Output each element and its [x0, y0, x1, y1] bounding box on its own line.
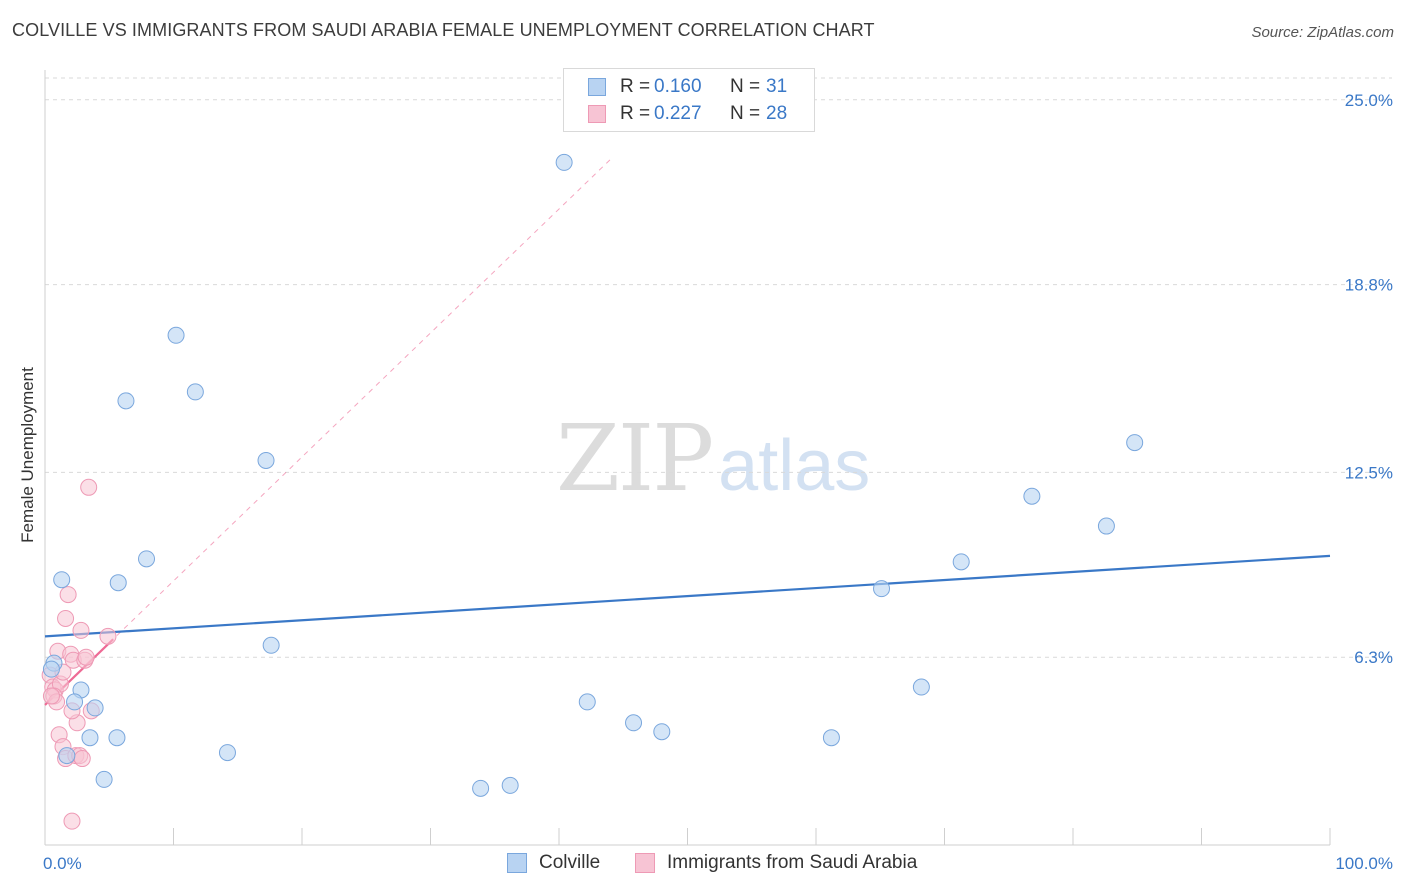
n-value: 28	[766, 103, 788, 124]
colville-point	[653, 723, 671, 741]
legend-label-colville: Colville	[539, 852, 601, 873]
colville-point	[912, 678, 930, 696]
r-label: R =	[620, 76, 651, 97]
colville-point	[578, 693, 596, 711]
saudi-swatch	[588, 105, 606, 123]
saudi-point	[77, 648, 95, 666]
x-tick-label: 0.0%	[43, 854, 82, 873]
colville-point	[1126, 434, 1144, 452]
colville-point	[257, 451, 275, 469]
source-label: Source: ZipAtlas.com	[1251, 24, 1394, 41]
n-label: N =	[730, 103, 761, 124]
colville-point	[952, 553, 970, 571]
colville-point	[501, 776, 519, 794]
y-tick-label: 25.0%	[1345, 91, 1393, 110]
colville-point	[108, 729, 126, 747]
colville-point	[1023, 487, 1041, 505]
r-label: R =	[620, 103, 651, 124]
colville-point	[95, 770, 113, 788]
colville-point	[58, 747, 76, 765]
colville-point	[138, 550, 156, 568]
y-tick-label: 18.8%	[1345, 276, 1393, 295]
colville-point	[262, 636, 280, 654]
saudi-point	[57, 609, 75, 627]
colville-point	[109, 574, 127, 592]
r-value: 0.160	[654, 76, 702, 97]
colville-point	[555, 153, 573, 171]
n-label: N =	[730, 76, 761, 97]
correlation-legend: R = 0.160 N = 31 R = 0.227 N = 28	[563, 68, 815, 132]
saudi-trend-extended	[44, 159, 611, 706]
colville-point	[625, 714, 643, 732]
colville-point	[117, 392, 135, 410]
saudi-point	[80, 478, 98, 496]
colville-point	[81, 729, 99, 747]
colville-point	[66, 693, 84, 711]
n-value: 31	[766, 76, 788, 97]
colville-point	[186, 383, 204, 401]
colville-swatch	[588, 78, 606, 96]
r-value: 0.227	[654, 103, 702, 124]
colville-point	[472, 779, 490, 797]
saudi-point	[73, 750, 91, 768]
chart-title: COLVILLE VS IMMIGRANTS FROM SAUDI ARABIA…	[12, 20, 875, 40]
y-tick-label: 12.5%	[1345, 463, 1393, 482]
colville-point	[218, 744, 236, 762]
colville-swatch	[507, 853, 527, 873]
y-tick-label: 6.3%	[1354, 648, 1393, 667]
saudi-point	[72, 621, 90, 639]
saudi-point	[63, 812, 81, 830]
legend-label-saudi: Immigrants from Saudi Arabia	[667, 852, 918, 873]
colville-trend-line	[44, 554, 1331, 638]
colville-point	[42, 660, 60, 678]
saudi-point	[42, 687, 60, 705]
saudi-point	[99, 627, 117, 645]
saudi-point	[59, 586, 77, 604]
saudi-swatch	[635, 853, 655, 873]
colville-point	[873, 580, 891, 598]
colville-point	[86, 699, 104, 717]
colville-point	[822, 729, 840, 747]
colville-point	[167, 326, 185, 344]
colville-point	[1097, 517, 1115, 535]
colville-point	[53, 571, 71, 589]
x-tick-label: 100.0%	[1335, 854, 1393, 873]
